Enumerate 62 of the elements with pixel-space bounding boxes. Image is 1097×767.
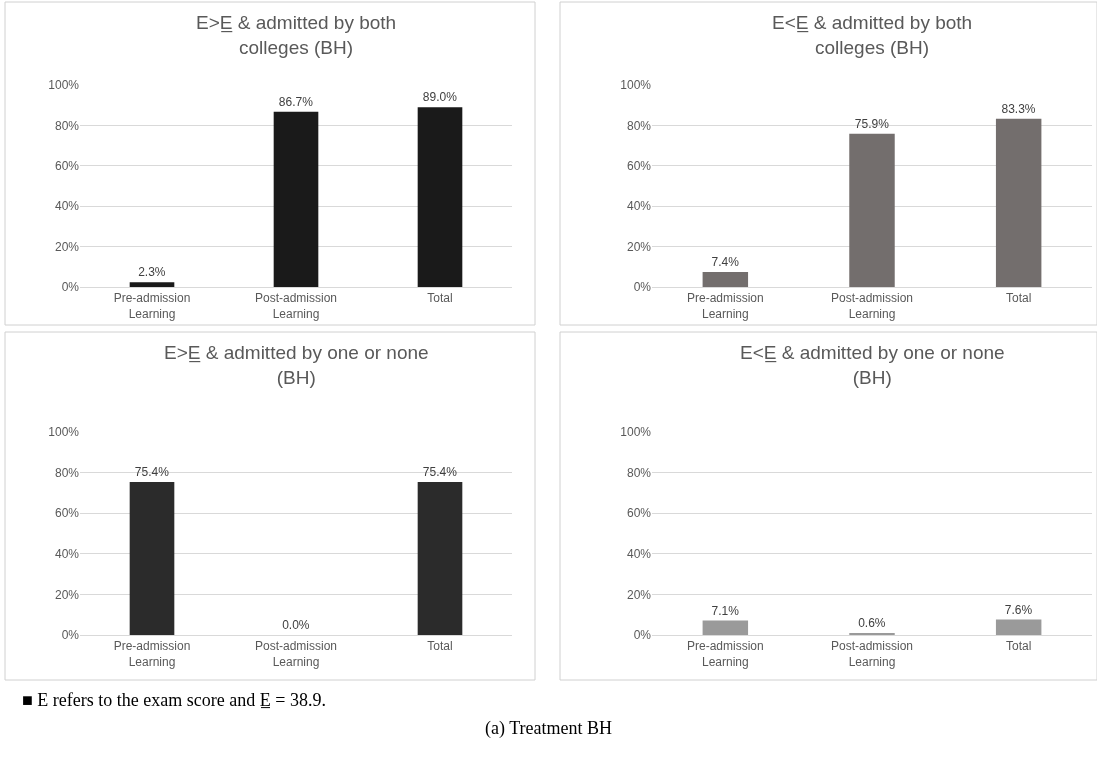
bar — [995, 619, 1042, 635]
y-tick-label: 60% — [54, 159, 80, 173]
y-tick-label: 0% — [61, 628, 80, 643]
x-tick-label: Post-admission Learning — [254, 639, 338, 669]
y-tick-label: 20% — [626, 587, 652, 602]
y-tick-label: 40% — [54, 199, 80, 214]
x-tick-label: Total — [1005, 639, 1032, 654]
x-tick-label: Total — [1005, 291, 1032, 306]
y-tick-label: 80% — [626, 118, 652, 133]
bar — [702, 272, 749, 287]
chart-title: E<E̲ & admitted by both colleges (BH) — [772, 12, 973, 58]
text: (a) Treatment BH — [485, 718, 612, 739]
x-tick-label: Pre-admission Learning — [113, 291, 191, 321]
y-tick-label: 100% — [48, 425, 80, 440]
bar — [417, 107, 463, 287]
y-tick-label: 20% — [626, 239, 652, 254]
y-tick-label: 80% — [54, 118, 80, 133]
data-label: 86.7% — [278, 94, 314, 109]
data-label: 75.9% — [854, 116, 890, 131]
x-tick-label: Post-admission Learning — [254, 291, 338, 321]
x-tick-label: Pre-admission Learning — [113, 639, 191, 669]
bar — [129, 282, 175, 287]
x-tick-label: Post-admission Learning — [830, 639, 914, 669]
x-tick-label: Total — [427, 639, 453, 654]
y-tick-label: 40% — [626, 199, 652, 214]
data-label: 7.6% — [1004, 602, 1033, 617]
x-tick-label: Pre-admission Learning — [686, 639, 764, 669]
y-tick-label: 0% — [633, 280, 652, 295]
x-tick-label: Pre-admission Learning — [686, 291, 764, 321]
y-tick-label: 40% — [626, 547, 652, 561]
data-label: 7.1% — [711, 603, 740, 618]
data-label: 2.3% — [138, 265, 166, 280]
y-tick-label: 80% — [54, 465, 80, 480]
bar — [995, 118, 1042, 287]
text: ■ E refers to the exam score and E̲ = 38.9. — [22, 690, 326, 710]
chart-title: E>E̲ & admitted by both colleges (BH) — [196, 12, 397, 58]
y-tick-label: 100% — [620, 425, 652, 440]
y-tick-label: 40% — [54, 547, 80, 561]
bar — [273, 111, 319, 287]
y-tick-label: 20% — [54, 587, 80, 602]
chart-title: E>E̲ & admitted by one or none (BH) — [164, 342, 429, 388]
y-tick-label: 0% — [633, 628, 652, 643]
data-label: 0.6% — [858, 616, 886, 630]
y-tick-label: 0% — [61, 280, 80, 295]
x-tick-label: Total — [427, 291, 453, 306]
y-tick-label: 100% — [620, 78, 652, 93]
data-label: 75.4% — [134, 464, 170, 479]
data-label: 7.4% — [711, 255, 740, 270]
y-tick-label: 20% — [54, 239, 80, 254]
y-tick-label: 100% — [48, 78, 80, 93]
data-label: 75.4% — [422, 464, 458, 479]
data-label: 83.3% — [1001, 101, 1036, 116]
data-label: 89.0% — [422, 90, 458, 105]
data-label: 0.0% — [282, 618, 310, 632]
chart-title: E<E̲ & admitted by one or none (BH) — [740, 342, 1005, 388]
bar — [849, 133, 895, 287]
y-tick-label: 60% — [54, 506, 80, 521]
x-tick-label: Post-admission Learning — [830, 291, 914, 321]
y-tick-label: 60% — [626, 159, 652, 173]
bar — [702, 620, 749, 635]
y-tick-label: 60% — [626, 506, 652, 521]
y-tick-label: 80% — [626, 465, 652, 480]
